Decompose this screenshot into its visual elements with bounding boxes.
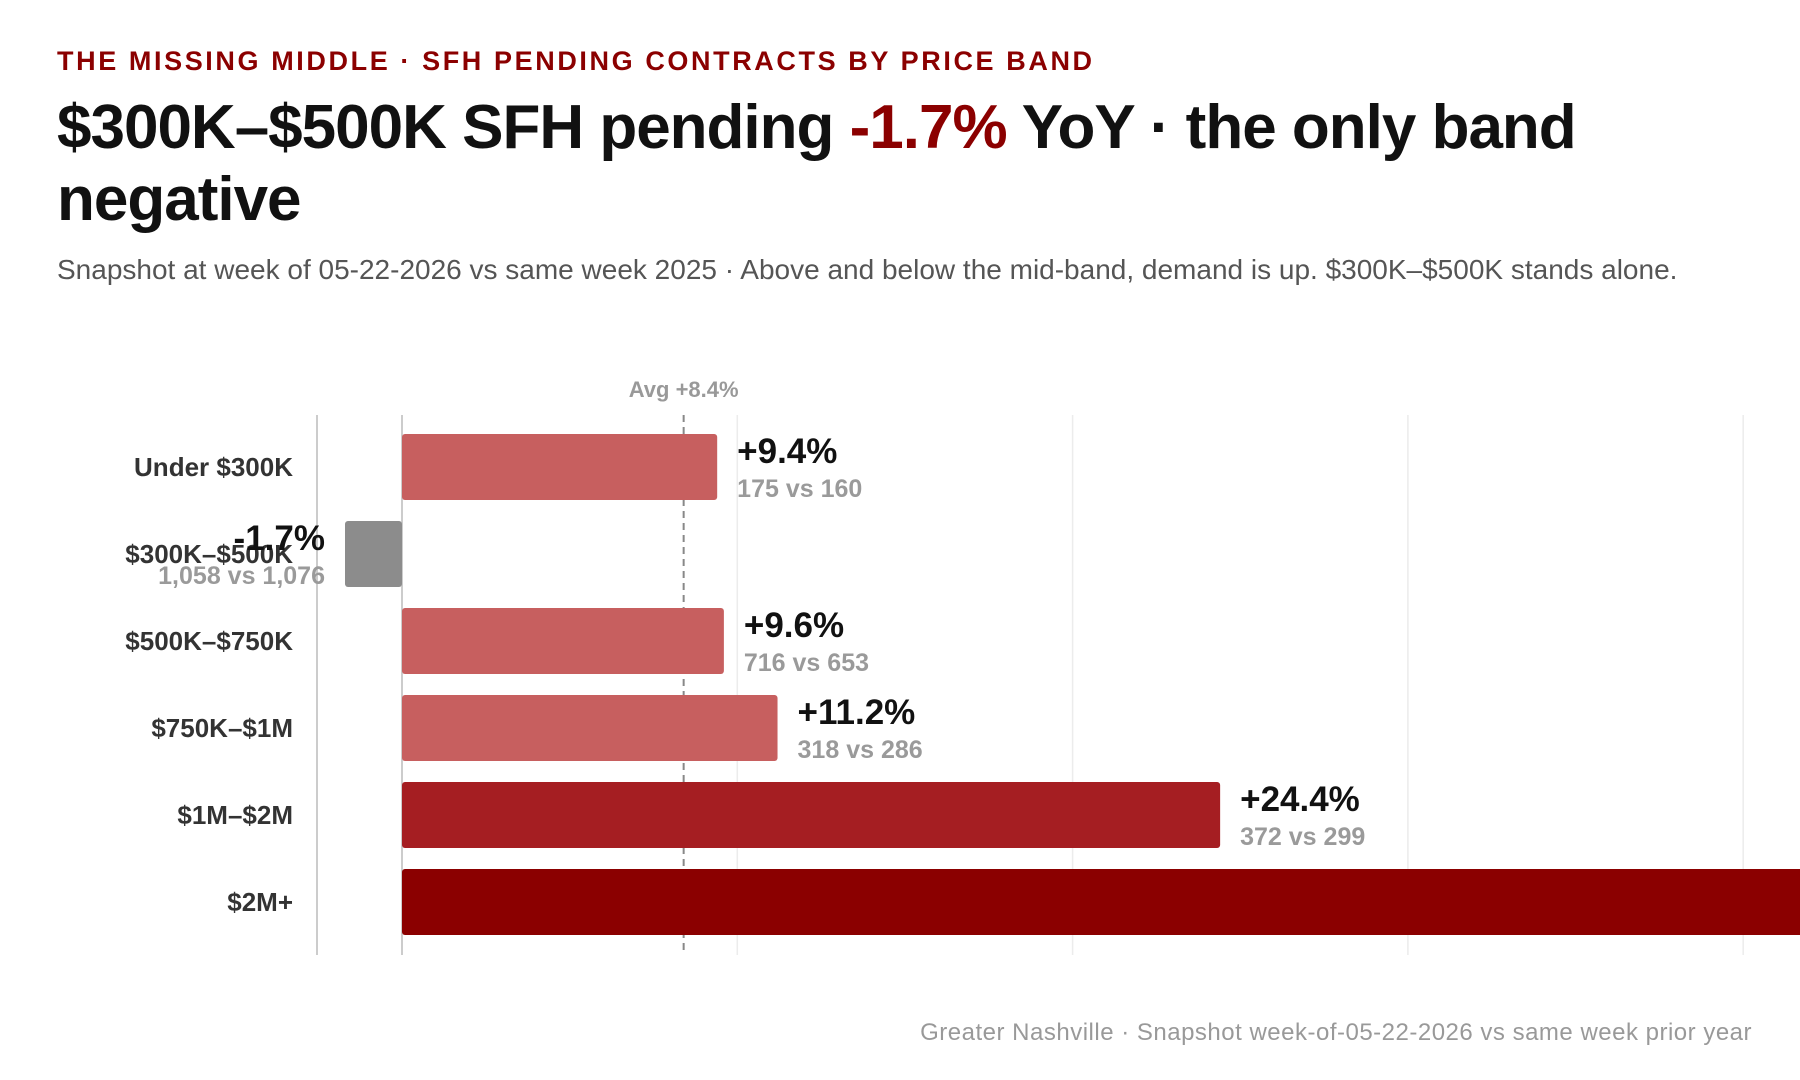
bar <box>402 608 724 674</box>
bar <box>344 521 402 587</box>
category-label: $500K–$750K <box>125 626 293 656</box>
bar-value-label: +24.4% <box>1240 780 1360 819</box>
bar <box>402 695 778 761</box>
chart-subtitle: Snapshot at week of 05-22-2026 vs same w… <box>57 254 1678 285</box>
bar-count-label: 716 vs 653 <box>744 649 869 677</box>
bar <box>402 782 1221 848</box>
category-label: $750K–$1M <box>151 713 293 743</box>
headline-text-after: YoY · the only band negative <box>57 93 1577 234</box>
category-label: Under $300K <box>134 452 293 482</box>
bar-value-label: +11.2% <box>798 693 916 732</box>
bar-value-label: -1.7% <box>234 519 325 558</box>
bar-count-label: 1,058 vs 1,076 <box>158 562 325 590</box>
bar-value-label: +9.6% <box>744 606 844 645</box>
category-label: $2M+ <box>227 887 293 917</box>
chart-headline: $300K–$500K SFH pending -1.7% YoY · the … <box>57 92 1757 236</box>
bar-count-label: 175 vs 160 <box>737 475 862 503</box>
chart-kicker: THE MISSING MIDDLE · SFH PENDING CONTRAC… <box>57 46 1095 76</box>
category-label: $1M–$2M <box>177 800 293 830</box>
category-label: $300K–$500K <box>125 539 293 569</box>
bar-value-label: +9.4% <box>737 432 837 471</box>
bar <box>402 434 718 500</box>
bar-count-label: 372 vs 299 <box>1240 823 1365 851</box>
bar-chart: Avg +8.4% Under $300K +9.4% 175 vs 160 $300K… <box>125 377 1800 955</box>
headline-text-before: $300K–$500K SFH pending <box>57 93 850 162</box>
chart-footer-source: Greater Nashville · Snapshot week-of-05-… <box>920 1019 1752 1046</box>
bar <box>402 869 1800 935</box>
headline-highlight-value: -1.7% <box>849 93 1008 162</box>
average-reference-label: Avg +8.4% <box>629 377 739 402</box>
bar-count-label: 318 vs 286 <box>798 736 923 764</box>
